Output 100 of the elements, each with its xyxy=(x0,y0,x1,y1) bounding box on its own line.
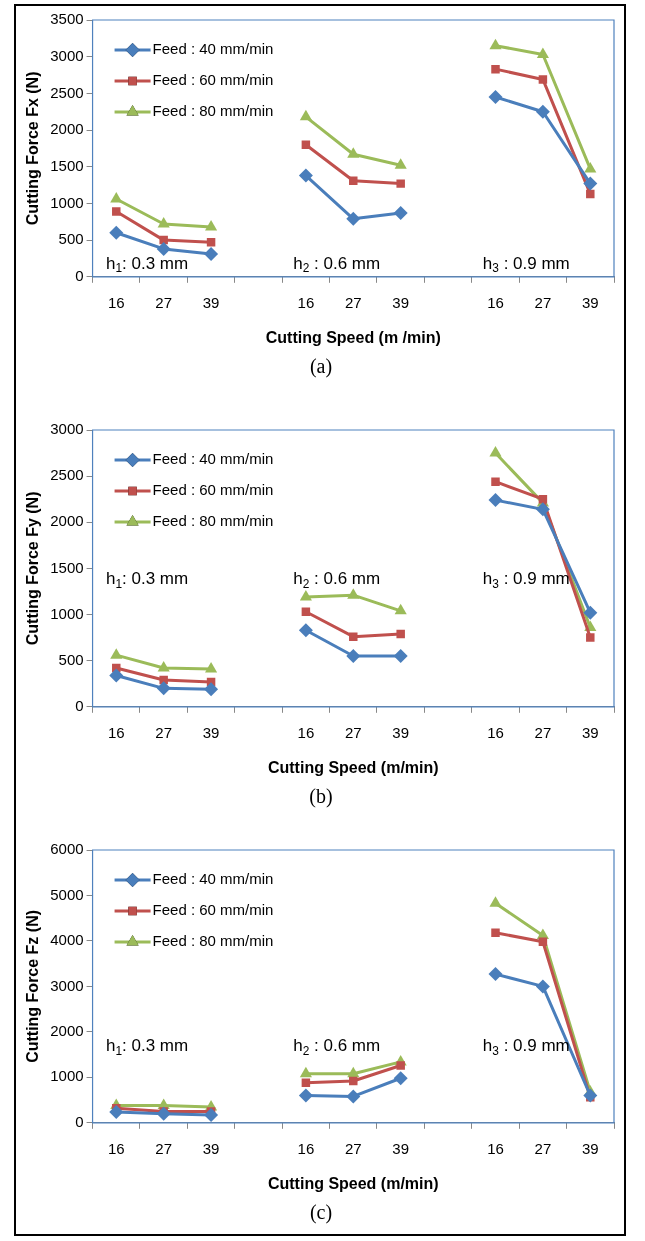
x-axis-title: Cutting Speed (m/min) xyxy=(267,758,439,776)
x-tick-label: 39 xyxy=(202,1139,220,1157)
point xyxy=(394,158,407,169)
point xyxy=(346,1089,361,1104)
point xyxy=(349,176,358,185)
x-tick-label: 27 xyxy=(155,723,173,741)
point xyxy=(394,603,407,615)
point xyxy=(491,928,500,937)
point xyxy=(299,590,312,601)
point xyxy=(301,140,311,149)
point xyxy=(393,649,408,664)
x-tick-label: 16 xyxy=(297,1139,315,1157)
point xyxy=(488,493,503,508)
legend-label: Feed : 80 mm/min xyxy=(152,512,274,530)
y-tick-label: 2000 xyxy=(50,1022,84,1040)
x-tick-label: 16 xyxy=(107,293,125,311)
y-axis-title: Cutting Force Fz (N) xyxy=(24,909,42,1063)
point xyxy=(205,219,218,231)
x-tick-label: 16 xyxy=(487,1139,504,1157)
x-tick-label: 39 xyxy=(392,1139,410,1157)
point xyxy=(109,225,124,240)
y-tick-label: 2000 xyxy=(50,120,84,138)
x-tick-label: 39 xyxy=(392,723,410,741)
point xyxy=(491,477,500,486)
legend-label: Feed : 40 mm/min xyxy=(152,450,274,468)
y-tick-label: 3000 xyxy=(50,46,84,64)
point xyxy=(488,90,503,105)
y-tick-label: 6000 xyxy=(50,840,84,858)
point xyxy=(536,47,549,58)
point xyxy=(347,588,360,599)
x-tick-label: 16 xyxy=(487,723,504,741)
x-tick-label: 39 xyxy=(202,293,220,311)
point xyxy=(347,1066,360,1078)
y-tick-label: 2500 xyxy=(50,466,84,484)
point xyxy=(583,1088,598,1103)
x-tick-label: 27 xyxy=(534,723,552,741)
point xyxy=(109,1104,124,1119)
point xyxy=(393,205,408,220)
point xyxy=(206,238,216,247)
point xyxy=(538,75,548,84)
x-tick-label: 16 xyxy=(487,293,504,311)
point xyxy=(156,681,171,696)
point xyxy=(535,502,550,517)
point xyxy=(396,629,405,639)
y-tick-label: 1000 xyxy=(50,604,84,622)
point xyxy=(156,241,171,256)
point xyxy=(349,632,358,641)
y-tick-label: 5000 xyxy=(50,885,84,903)
text: (b) xyxy=(308,784,334,809)
point xyxy=(535,979,550,994)
point xyxy=(110,648,123,659)
y-axis-title: Cutting Force Fy (N) xyxy=(24,491,42,646)
point xyxy=(205,661,218,673)
legend-label: Feed : 60 mm/min xyxy=(152,481,274,499)
point xyxy=(346,649,361,664)
point xyxy=(204,682,219,697)
point xyxy=(393,1071,408,1086)
legend-label: Feed : 60 mm/min xyxy=(152,901,274,919)
point xyxy=(489,896,502,907)
point xyxy=(396,179,405,188)
point xyxy=(396,1061,405,1070)
point xyxy=(488,967,503,982)
x-axis-title: Cutting Speed (m /min) xyxy=(265,328,441,346)
x-tick-label: 27 xyxy=(155,1139,173,1157)
legend-label: Feed : 40 mm/min xyxy=(152,870,274,888)
x-tick-label: 39 xyxy=(392,293,410,311)
x-axis-title: Cutting Speed (m/min) xyxy=(267,1174,439,1192)
y-tick-label: 2500 xyxy=(50,83,84,101)
y-tick-label: 0 xyxy=(75,1112,84,1130)
legend-label: Feed : 80 mm/min xyxy=(152,932,274,950)
x-tick-label: 16 xyxy=(297,723,315,741)
point xyxy=(489,446,502,457)
y-tick-label: 1500 xyxy=(50,558,84,576)
y-tick-label: 3000 xyxy=(50,420,84,438)
point xyxy=(156,1106,171,1121)
point xyxy=(204,1108,219,1123)
point xyxy=(583,176,598,191)
y-tick-label: 4000 xyxy=(50,931,84,949)
x-tick-label: 39 xyxy=(581,723,599,741)
y-tick-label: 0 xyxy=(75,266,84,284)
y-tick-label: 1500 xyxy=(50,156,84,174)
y-tick-label: 1000 xyxy=(50,1067,84,1085)
x-tick-label: 27 xyxy=(344,723,362,741)
x-tick-label: 16 xyxy=(297,293,315,311)
point xyxy=(159,235,168,245)
y-tick-label: 500 xyxy=(58,230,84,248)
y-tick-label: 2000 xyxy=(50,512,84,530)
point xyxy=(204,247,219,262)
x-tick-label: 27 xyxy=(344,293,362,311)
x-tick-label: 39 xyxy=(581,1139,599,1157)
text: (a) xyxy=(308,354,334,380)
point xyxy=(157,661,170,672)
legend-label: Feed : 80 mm/min xyxy=(152,102,274,120)
point xyxy=(349,1076,358,1086)
point xyxy=(298,168,313,183)
point xyxy=(109,668,124,683)
point xyxy=(491,64,500,74)
x-tick-label: 27 xyxy=(534,1139,552,1157)
x-tick-label: 16 xyxy=(107,1139,125,1157)
point xyxy=(489,38,502,50)
